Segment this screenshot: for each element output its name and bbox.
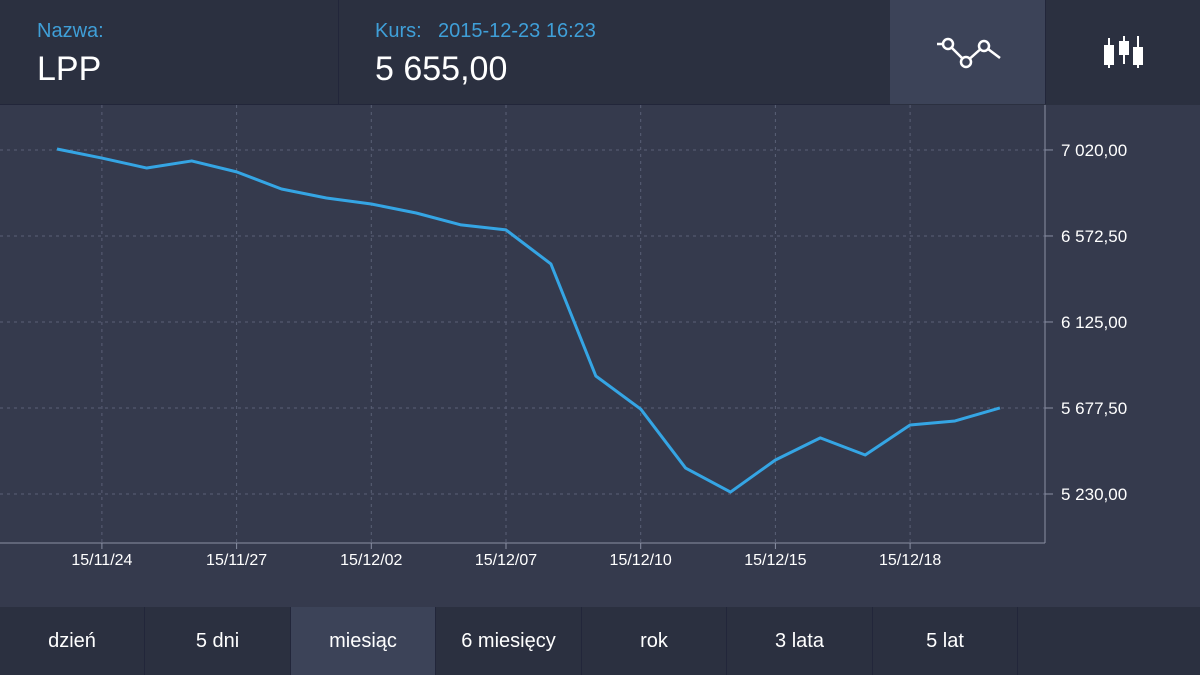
range-tab[interactable]: dzień: [0, 607, 145, 675]
range-tab[interactable]: 5 lat: [873, 607, 1018, 675]
name-label: Nazwa:: [37, 20, 104, 42]
range-tab[interactable]: 3 lata: [728, 607, 873, 675]
x-tick-label: 15/12/15: [744, 552, 806, 569]
instrument-name: LPP: [37, 50, 102, 88]
range-tabs: dzień 5 dni miesiąc 6 miesięcy rok 3 lata 5 la…: [0, 607, 1200, 675]
x-tick-label: 15/11/27: [206, 552, 267, 569]
y-tick-label: 5 677,50: [1061, 399, 1127, 418]
candle-chart-button[interactable]: [1045, 0, 1200, 104]
range-tab[interactable]: 5 dni: [146, 607, 291, 675]
price: 5 655,00: [375, 50, 508, 88]
range-tab[interactable]: rok: [582, 607, 727, 675]
name-panel: Nazwa: LPP: [0, 0, 339, 105]
candle-icon: [1104, 36, 1143, 68]
y-tick-label: 6 572,50: [1061, 227, 1127, 246]
line-icon: [937, 37, 1001, 69]
x-tick-label: 15/11/24: [71, 552, 132, 569]
range-tab[interactable]: 6 miesięcy: [437, 607, 582, 675]
y-tick-label: 7 020,00: [1061, 141, 1127, 160]
price-panel: Kurs: 2015-12-23 16:23 5 655,00: [339, 0, 890, 105]
range-tab[interactable]: miesiąc: [291, 607, 436, 675]
chart: 7 020,00 6 572,50 6 125,00 5 677,50 5 230,00…: [0, 105, 1200, 607]
y-tick-label: 5 230,00: [1061, 485, 1127, 504]
price-datetime: 2015-12-23 16:23: [438, 20, 596, 42]
x-tick-label: 15/12/02: [340, 552, 402, 569]
price-label: Kurs:: [375, 20, 422, 42]
line-chart-button[interactable]: [890, 0, 1045, 104]
x-tick-label: 15/12/18: [879, 552, 941, 569]
price-line: [56, 147, 1001, 494]
y-tick-label: 6 125,00: [1061, 313, 1127, 332]
x-tick-label: 15/12/07: [475, 552, 537, 569]
x-tick-label: 15/12/10: [610, 552, 672, 569]
